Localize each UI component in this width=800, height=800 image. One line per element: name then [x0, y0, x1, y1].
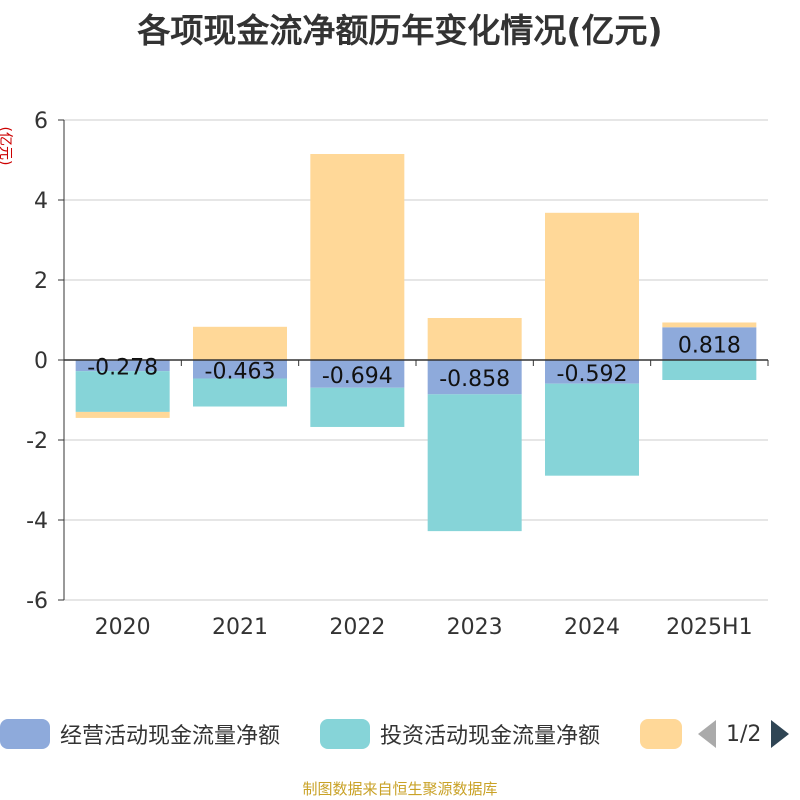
- bar-0-2021: [193, 360, 287, 379]
- bar-0-2023: [427, 360, 522, 395]
- bar-2-2020: [75, 411, 170, 418]
- data-label: 0.818: [678, 334, 741, 359]
- data-label: -0.278: [87, 356, 158, 381]
- data-label: -0.463: [205, 359, 276, 384]
- bar-1-2020: [75, 371, 170, 412]
- data-label: -0.592: [557, 362, 628, 387]
- legend-label-investing: 投资活动现金流量净额: [380, 724, 601, 749]
- y-tick-label: -4: [26, 509, 48, 534]
- x-tick-label: 2025H1: [666, 615, 753, 640]
- pager-next-icon[interactable]: [771, 720, 790, 748]
- bar-chart: -6 -4 -2 0 2 4 6 -0.278 -0.463 -0.694 -0.858 -0.592…: [26, 109, 769, 640]
- bar-0-2024: [545, 360, 639, 384]
- legend-pager: 1/2: [698, 716, 790, 752]
- y-tick-label: 2: [34, 269, 48, 294]
- y-tick-label: -2: [26, 429, 48, 454]
- y-tick-label: 6: [34, 109, 48, 134]
- bar-0-2022: [310, 360, 405, 388]
- x-tick-label: 2023: [447, 615, 503, 640]
- x-tick-label: 2021: [212, 615, 268, 640]
- legend-item-financing[interactable]: [640, 716, 682, 752]
- pager-prev-icon[interactable]: [698, 720, 716, 748]
- bar-1-2025H1: [662, 360, 757, 380]
- bar-1-2023: [427, 394, 522, 532]
- data-label: -0.694: [322, 364, 393, 389]
- bar-0-2020: [75, 360, 170, 372]
- source-note: 制图数据来自恒生聚源数据库: [302, 780, 498, 798]
- bar-1-2021: [193, 378, 287, 407]
- bar-2-2023: [427, 318, 522, 360]
- bar-1-2022: [310, 387, 405, 427]
- x-tick-label: 2020: [95, 615, 151, 640]
- bar-2-2022: [310, 154, 405, 360]
- bar-2-2024: [545, 212, 639, 360]
- y-tick-label: 0: [34, 349, 48, 374]
- bar-0-2025H1: [662, 327, 757, 360]
- legend-swatch-financing: [640, 719, 682, 749]
- y-tick-label: -6: [26, 589, 48, 614]
- data-label: -0.858: [439, 367, 510, 392]
- legend-item-operating[interactable]: 经营活动现金流量净额: [0, 716, 280, 752]
- bar-2-2025H1: [662, 322, 757, 328]
- chart-title: 各项现金流净额历年变化情况(亿元): [137, 11, 663, 50]
- legend-item-investing[interactable]: 投资活动现金流量净额: [320, 716, 600, 752]
- x-tick-label: 2024: [564, 615, 620, 640]
- legend-swatch-operating: [0, 719, 50, 749]
- legend-swatch-investing: [320, 719, 370, 749]
- legend-label-operating: 经营活动现金流量净额: [60, 724, 281, 749]
- bar-1-2024: [545, 383, 639, 476]
- x-tick-label: 2022: [329, 615, 385, 640]
- pager-text: 1/2: [726, 721, 762, 747]
- bar-2-2021: [193, 326, 287, 360]
- y-tick-label: 4: [34, 189, 48, 214]
